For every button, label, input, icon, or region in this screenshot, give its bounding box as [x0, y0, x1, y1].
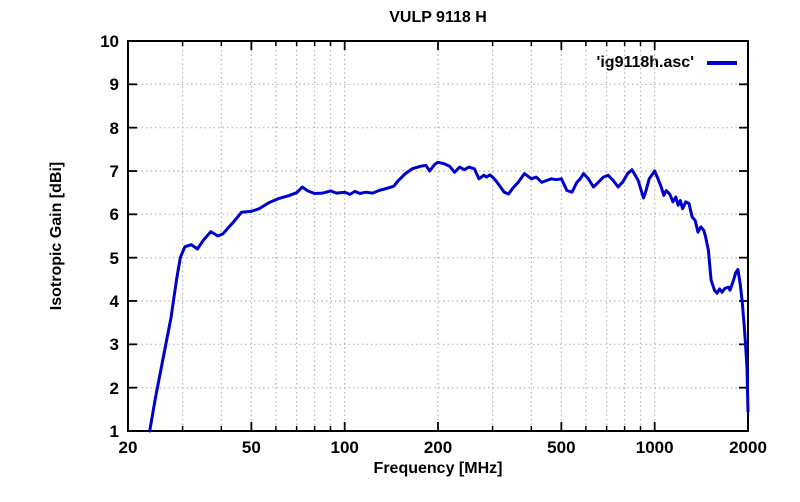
gain-curve [148, 160, 750, 433]
x-tick-label: 20 [118, 438, 138, 457]
x-tick-label: 2000 [729, 438, 767, 457]
x-axis-title: Frequency [MHz] [373, 460, 503, 477]
y-tick-label: 4 [109, 292, 119, 311]
y-tick-label: 2 [109, 378, 119, 398]
y-tick-label: 6 [109, 205, 119, 225]
x-tick-label: 500 [547, 438, 576, 457]
legend-entry-label: 'ig9118h.asc' [596, 54, 694, 71]
y-tick-label: 9 [109, 75, 119, 95]
y-tick-label: 8 [109, 118, 119, 138]
legend-line-sample [707, 61, 737, 65]
legend: 'ig9118h.asc' [597, 54, 737, 72]
x-tick-label: 100 [330, 438, 359, 457]
x-tick-label: 1000 [635, 438, 674, 457]
y-tick-label: 7 [109, 162, 119, 181]
x-tick-label: 200 [423, 438, 453, 457]
x-tick-label: 50 [241, 438, 261, 457]
y-tick-label: 3 [109, 335, 119, 355]
y-tick-label: 1 [109, 422, 119, 441]
chart-title: VULP 9118 H [389, 9, 487, 26]
y-tick-label: 10 [100, 32, 119, 51]
y-tick-label: 5 [109, 248, 119, 268]
